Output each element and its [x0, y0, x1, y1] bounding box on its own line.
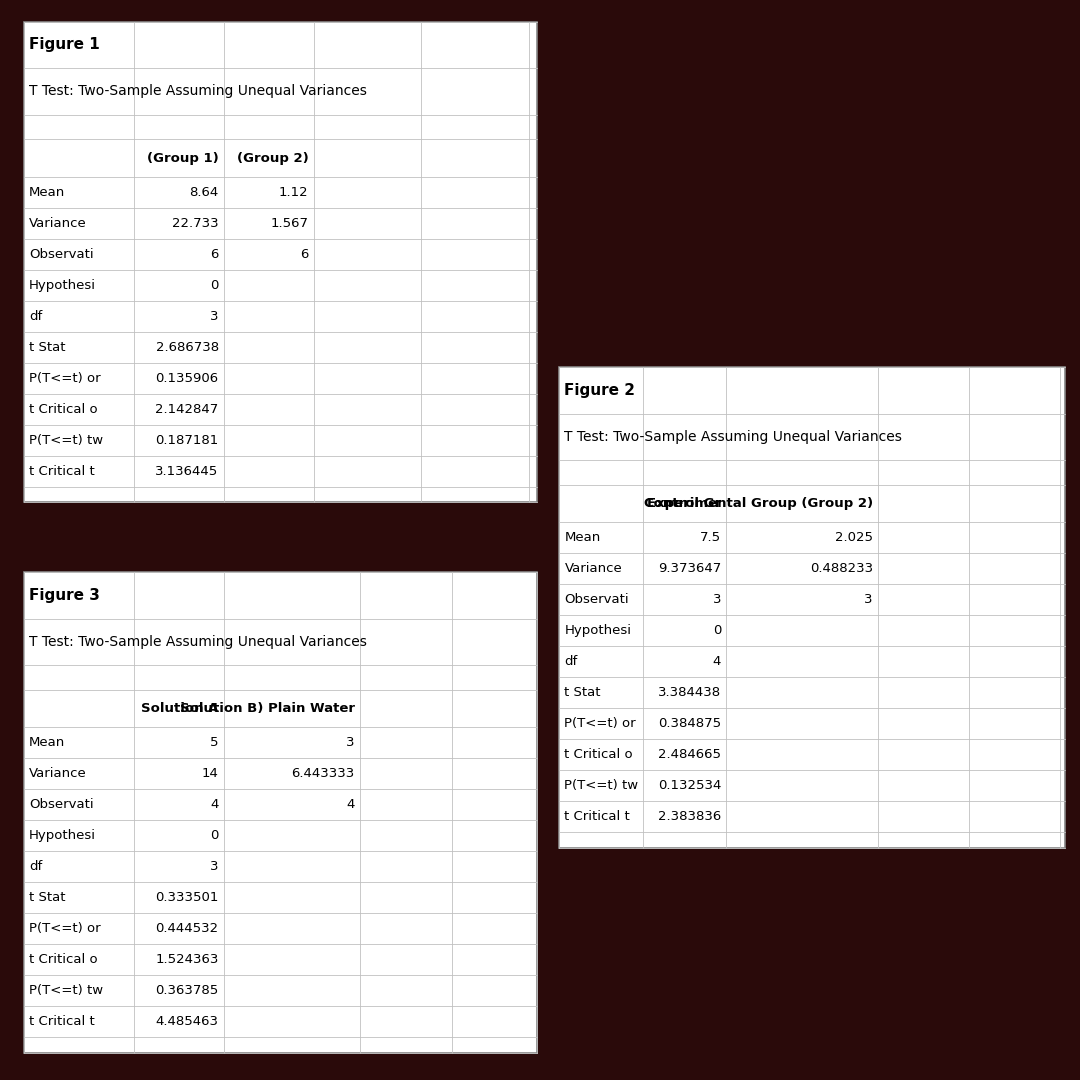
- Text: P(T<=t) or: P(T<=t) or: [565, 717, 636, 730]
- Text: P(T<=t) or: P(T<=t) or: [29, 922, 100, 935]
- Text: t Critical t: t Critical t: [29, 464, 95, 477]
- Text: 0: 0: [713, 624, 721, 637]
- Text: t Stat: t Stat: [29, 891, 66, 904]
- Text: Observati: Observati: [29, 798, 94, 811]
- Text: 14: 14: [202, 768, 218, 781]
- Text: 0: 0: [211, 829, 218, 842]
- Text: Mean: Mean: [29, 737, 65, 750]
- Text: Observati: Observati: [565, 593, 630, 606]
- Text: 2.025: 2.025: [835, 531, 873, 544]
- Text: P(T<=t) tw: P(T<=t) tw: [29, 434, 103, 447]
- Text: Hypothesi: Hypothesi: [565, 624, 632, 637]
- Text: T Test: Two-Sample Assuming Unequal Variances: T Test: Two-Sample Assuming Unequal Vari…: [29, 84, 367, 98]
- Text: 3: 3: [713, 593, 721, 606]
- Text: 6: 6: [300, 247, 309, 260]
- Text: t Critical o: t Critical o: [29, 403, 97, 416]
- Text: Hypothesi: Hypothesi: [29, 279, 96, 292]
- Text: 1.524363: 1.524363: [156, 954, 218, 967]
- Text: T Test: Two-Sample Assuming Unequal Variances: T Test: Two-Sample Assuming Unequal Vari…: [565, 430, 903, 444]
- Text: T Test: Two-Sample Assuming Unequal Variances: T Test: Two-Sample Assuming Unequal Vari…: [29, 635, 367, 649]
- Text: 8.64: 8.64: [189, 186, 218, 199]
- Text: 3: 3: [211, 861, 218, 874]
- Text: df: df: [29, 310, 42, 323]
- Text: t Critical t: t Critical t: [565, 810, 631, 823]
- Text: 2.142847: 2.142847: [156, 403, 218, 416]
- Text: df: df: [565, 656, 578, 669]
- Text: Variance: Variance: [29, 768, 86, 781]
- Text: 4: 4: [713, 656, 721, 669]
- Text: Variance: Variance: [29, 217, 86, 230]
- Text: 4: 4: [347, 798, 354, 811]
- Text: t Stat: t Stat: [565, 686, 600, 699]
- Text: Control Gr: Control Gr: [644, 497, 721, 510]
- Text: 5: 5: [211, 737, 218, 750]
- Text: P(T<=t) tw: P(T<=t) tw: [29, 985, 103, 998]
- Text: t Critical o: t Critical o: [29, 954, 97, 967]
- Text: t Critical o: t Critical o: [565, 748, 633, 761]
- Text: 3.384438: 3.384438: [658, 686, 721, 699]
- Text: 2.686738: 2.686738: [156, 340, 218, 353]
- Text: 3: 3: [864, 593, 873, 606]
- Text: t Critical t: t Critical t: [29, 1015, 95, 1028]
- Text: 0.488233: 0.488233: [810, 563, 873, 576]
- Text: P(T<=t) tw: P(T<=t) tw: [565, 780, 638, 793]
- Text: (Group 1): (Group 1): [147, 151, 218, 164]
- Text: 0.384875: 0.384875: [658, 717, 721, 730]
- Text: 22.733: 22.733: [172, 217, 218, 230]
- Text: 7.5: 7.5: [700, 531, 721, 544]
- Text: 0.444532: 0.444532: [156, 922, 218, 935]
- Text: 0.333501: 0.333501: [156, 891, 218, 904]
- Text: Figure 3: Figure 3: [29, 589, 99, 603]
- Text: (Group 2): (Group 2): [237, 151, 309, 164]
- Text: 2.383836: 2.383836: [658, 810, 721, 823]
- Text: 3.136445: 3.136445: [156, 464, 218, 477]
- Text: 6.443333: 6.443333: [292, 768, 354, 781]
- Text: Mean: Mean: [565, 531, 600, 544]
- Text: 0.187181: 0.187181: [156, 434, 218, 447]
- Text: Figure 2: Figure 2: [565, 383, 635, 397]
- Text: 0.132534: 0.132534: [658, 780, 721, 793]
- Text: Figure 1: Figure 1: [29, 38, 99, 52]
- Text: 6: 6: [211, 247, 218, 260]
- Text: Hypothesi: Hypothesi: [29, 829, 96, 842]
- Text: Solution A: Solution A: [141, 702, 218, 715]
- Text: 0.135906: 0.135906: [156, 372, 218, 384]
- Text: 2.484665: 2.484665: [658, 748, 721, 761]
- Text: 4: 4: [211, 798, 218, 811]
- Text: 1.567: 1.567: [270, 217, 309, 230]
- Text: 4.485463: 4.485463: [156, 1015, 218, 1028]
- Text: t Stat: t Stat: [29, 340, 66, 353]
- Text: Solution B) Plain Water: Solution B) Plain Water: [179, 702, 354, 715]
- Text: Variance: Variance: [565, 563, 622, 576]
- Text: P(T<=t) or: P(T<=t) or: [29, 372, 100, 384]
- Text: Experimental Group (Group 2): Experimental Group (Group 2): [647, 497, 873, 510]
- Text: 9.373647: 9.373647: [658, 563, 721, 576]
- Text: 0.363785: 0.363785: [156, 985, 218, 998]
- Text: 0: 0: [211, 279, 218, 292]
- Text: df: df: [29, 861, 42, 874]
- Text: Observati: Observati: [29, 247, 94, 260]
- Text: 3: 3: [211, 310, 218, 323]
- Text: 3: 3: [347, 737, 354, 750]
- Text: Mean: Mean: [29, 186, 65, 199]
- Text: 1.12: 1.12: [279, 186, 309, 199]
